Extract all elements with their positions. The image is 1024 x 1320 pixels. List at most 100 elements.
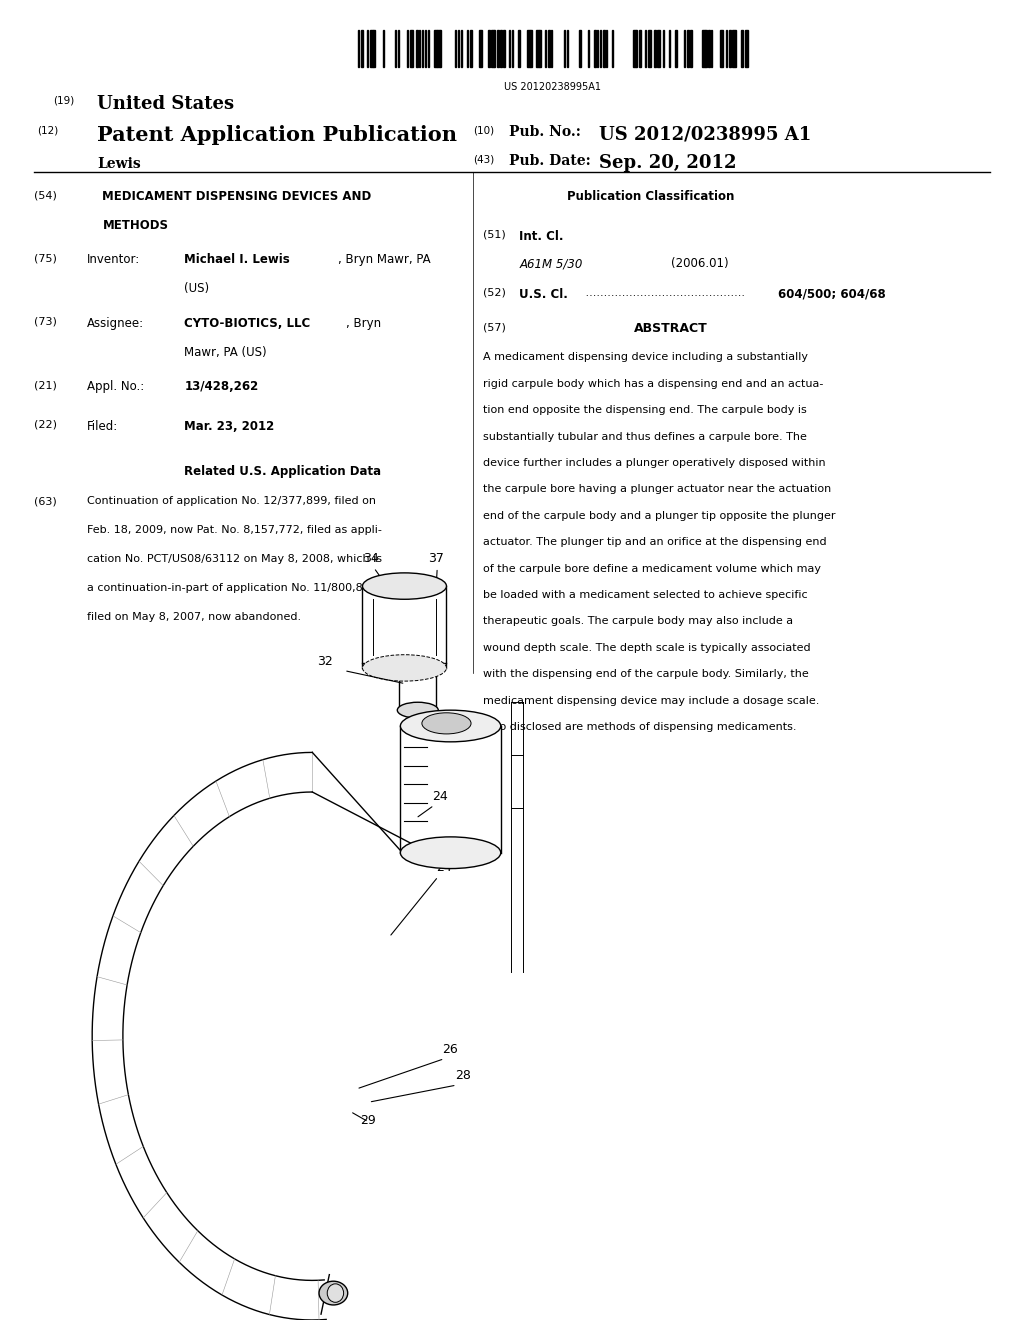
- Bar: [669, 30, 670, 67]
- Bar: [684, 30, 685, 67]
- Text: Mawr, PA (US): Mawr, PA (US): [184, 346, 267, 359]
- Text: U.S. Cl.: U.S. Cl.: [519, 288, 568, 301]
- Text: US 20120238995A1: US 20120238995A1: [505, 82, 601, 92]
- Text: (10): (10): [473, 125, 495, 136]
- Text: , Bryn: , Bryn: [346, 317, 381, 330]
- Text: Patent Application Publication: Patent Application Publication: [97, 125, 458, 145]
- Bar: [509, 30, 510, 67]
- Text: Inventor:: Inventor:: [87, 253, 140, 267]
- Text: rigid carpule body which has a dispensing end and an actua-: rigid carpule body which has a dispensin…: [483, 379, 823, 389]
- Text: (57): (57): [483, 322, 506, 333]
- Text: medicament dispensing device may include a dosage scale.: medicament dispensing device may include…: [483, 696, 819, 706]
- Bar: [407, 30, 408, 67]
- Bar: [488, 30, 490, 67]
- Text: tion end opposite the dispensing end. The carpule body is: tion end opposite the dispensing end. Th…: [483, 405, 807, 416]
- Text: 28: 28: [455, 1069, 471, 1082]
- Bar: [527, 30, 530, 67]
- Text: 34: 34: [364, 552, 379, 565]
- Text: Sep. 20, 2012: Sep. 20, 2012: [599, 154, 736, 173]
- Bar: [720, 30, 723, 67]
- Text: Related U.S. Application Data: Related U.S. Application Data: [184, 465, 382, 478]
- Bar: [603, 30, 605, 67]
- Bar: [579, 30, 581, 67]
- Text: (75): (75): [34, 253, 56, 264]
- Bar: [383, 30, 384, 67]
- Bar: [518, 30, 520, 67]
- Text: (2006.01): (2006.01): [671, 257, 728, 271]
- Text: Assignee:: Assignee:: [87, 317, 144, 330]
- Ellipse shape: [422, 713, 471, 734]
- Text: end of the carpule body and a plunger tip opposite the plunger: end of the carpule body and a plunger ti…: [483, 511, 836, 521]
- Text: 37: 37: [428, 552, 444, 565]
- Ellipse shape: [400, 710, 501, 742]
- Bar: [636, 30, 637, 67]
- Text: CYTO-BIOTICS, LLC: CYTO-BIOTICS, LLC: [184, 317, 310, 330]
- Text: device further includes a plunger operatively disposed within: device further includes a plunger operat…: [483, 458, 826, 469]
- Bar: [503, 30, 505, 67]
- Bar: [687, 30, 689, 67]
- Bar: [600, 30, 601, 67]
- Text: Pub. No.:: Pub. No.:: [509, 125, 581, 140]
- Text: with the dispensing end of the carpule body. Similarly, the: with the dispensing end of the carpule b…: [483, 669, 809, 680]
- Text: (51): (51): [483, 230, 506, 240]
- Text: cation No. PCT/US08/63112 on May 8, 2008, which is: cation No. PCT/US08/63112 on May 8, 2008…: [87, 554, 382, 565]
- Text: Michael I. Lewis: Michael I. Lewis: [184, 253, 290, 267]
- Bar: [540, 30, 542, 67]
- Bar: [633, 30, 636, 67]
- Bar: [461, 30, 462, 67]
- Text: Appl. No.:: Appl. No.:: [87, 380, 144, 393]
- Text: 26: 26: [442, 1043, 458, 1056]
- Bar: [371, 30, 373, 67]
- Bar: [437, 30, 440, 67]
- Text: (52): (52): [483, 288, 506, 298]
- Text: filed on May 8, 2007, now abandoned.: filed on May 8, 2007, now abandoned.: [87, 612, 301, 623]
- Bar: [361, 30, 364, 67]
- Text: Also disclosed are methods of dispensing medicaments.: Also disclosed are methods of dispensing…: [483, 722, 797, 733]
- Bar: [566, 30, 567, 67]
- Text: be loaded with a medicament selected to achieve specific: be loaded with a medicament selected to …: [483, 590, 808, 601]
- Text: (19): (19): [53, 95, 75, 106]
- Text: Int. Cl.: Int. Cl.: [519, 230, 563, 243]
- Text: (US): (US): [184, 282, 210, 296]
- Bar: [410, 30, 413, 67]
- Text: US 2012/0238995 A1: US 2012/0238995 A1: [599, 125, 811, 144]
- Bar: [546, 30, 547, 67]
- Bar: [664, 30, 665, 67]
- Bar: [726, 30, 727, 67]
- Bar: [455, 30, 456, 67]
- Bar: [467, 30, 468, 67]
- Bar: [419, 30, 420, 67]
- Bar: [492, 30, 495, 67]
- Bar: [479, 30, 482, 67]
- Text: 13/428,262: 13/428,262: [184, 380, 259, 393]
- Bar: [606, 30, 607, 67]
- Text: a continuation-in-part of application No. 11/800,812,: a continuation-in-part of application No…: [87, 583, 380, 594]
- Text: METHODS: METHODS: [102, 219, 168, 232]
- Bar: [597, 30, 598, 67]
- Text: , Bryn Mawr, PA: , Bryn Mawr, PA: [338, 253, 430, 267]
- Bar: [368, 30, 369, 67]
- Bar: [537, 30, 540, 67]
- Text: Continuation of application No. 12/377,899, filed on: Continuation of application No. 12/377,8…: [87, 496, 376, 507]
- Text: Pub. Date:: Pub. Date:: [509, 154, 591, 169]
- Bar: [709, 30, 710, 67]
- Bar: [394, 30, 396, 67]
- Bar: [434, 30, 437, 67]
- Text: the carpule bore having a plunger actuator near the actuation: the carpule bore having a plunger actuat…: [483, 484, 831, 495]
- Bar: [588, 30, 589, 67]
- Bar: [512, 30, 513, 67]
- Ellipse shape: [400, 837, 501, 869]
- Bar: [416, 30, 418, 67]
- Text: ............................................: ........................................…: [582, 288, 744, 298]
- Bar: [648, 30, 651, 67]
- Text: Lewis: Lewis: [97, 157, 141, 172]
- Bar: [690, 30, 692, 67]
- Text: of the carpule bore define a medicament volume which may: of the carpule bore define a medicament …: [483, 564, 821, 574]
- Text: 24: 24: [432, 789, 447, 803]
- Text: Mar. 23, 2012: Mar. 23, 2012: [184, 420, 274, 433]
- Bar: [645, 30, 646, 67]
- Text: (73): (73): [34, 317, 56, 327]
- Text: 29: 29: [360, 1114, 376, 1127]
- Bar: [500, 30, 502, 67]
- Text: 24: 24: [436, 861, 452, 874]
